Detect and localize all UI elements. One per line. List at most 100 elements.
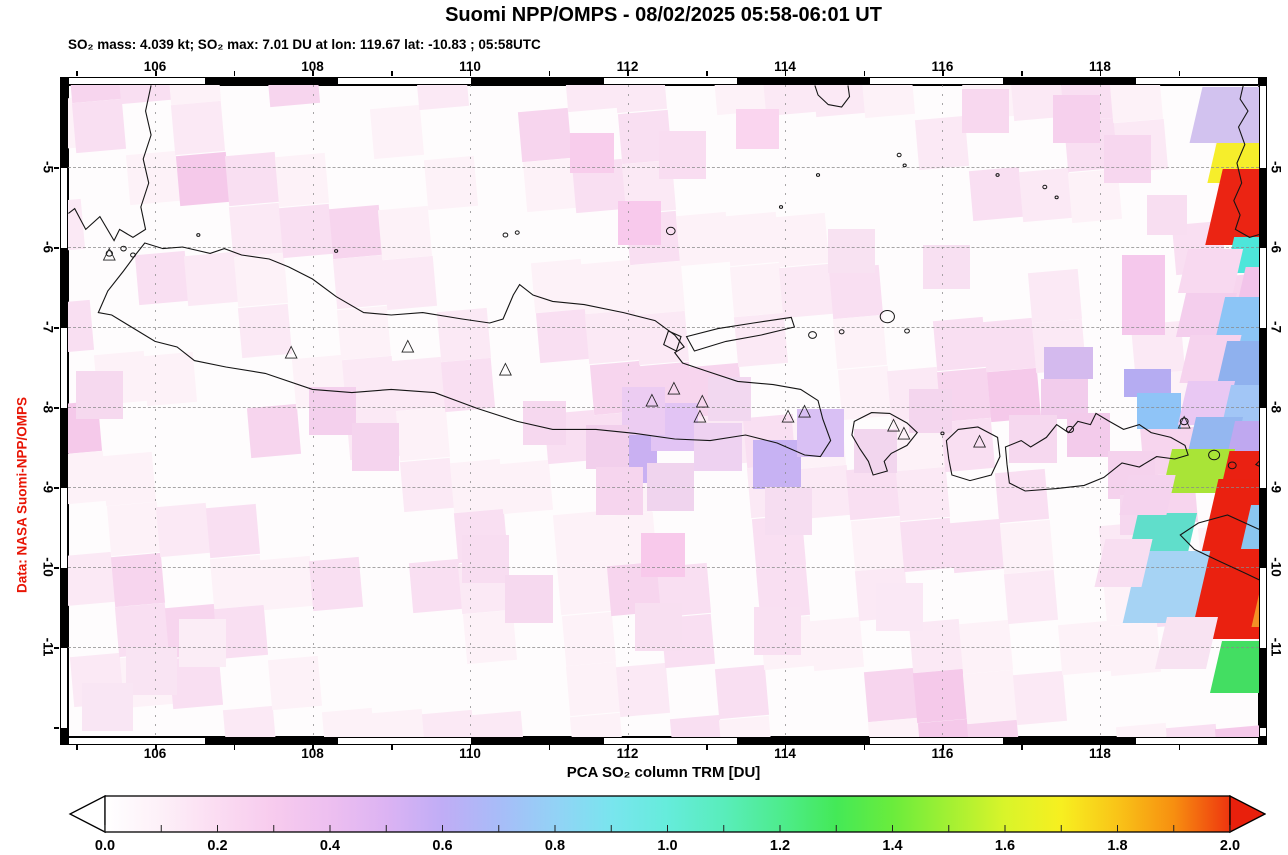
island <box>1180 418 1188 425</box>
so2-cell <box>1137 393 1181 429</box>
axis-tick <box>54 727 59 729</box>
volcano-marker: △ <box>498 358 512 379</box>
axis-tick <box>155 71 157 76</box>
volcano-marker: △ <box>695 390 709 411</box>
colorbar-left-arrow <box>68 795 106 834</box>
gridline-lon <box>785 85 786 737</box>
so2-cell <box>828 229 876 273</box>
colorbar <box>68 795 1266 834</box>
axis-tick <box>1178 745 1181 750</box>
axis-tick <box>54 247 59 249</box>
so2-cell <box>659 131 707 179</box>
gridline-lat <box>68 487 1259 488</box>
axis-tick <box>706 71 708 76</box>
colorbar-tick-label: 1.4 <box>882 838 903 854</box>
so2-cell <box>962 89 1010 133</box>
axis-tick <box>312 71 314 76</box>
axis-tick <box>863 71 866 76</box>
axis-tick <box>391 745 393 750</box>
axis-tick <box>1021 71 1023 76</box>
so2-cell <box>641 533 685 577</box>
lon-tick-label-bottom: 106 <box>143 746 167 761</box>
colorbar-tick-label: 0.2 <box>207 838 228 854</box>
so2-cell <box>735 108 779 149</box>
coastline-pulau_laut <box>815 85 850 107</box>
so2-cell <box>1040 379 1089 419</box>
so2-cell <box>909 389 953 433</box>
lat-tick-label-right: -6 <box>1268 240 1284 254</box>
axis-tick <box>54 647 59 649</box>
colorbar-tick-label: 2.0 <box>1219 838 1241 854</box>
so2-cell <box>765 487 813 535</box>
volcano-marker: △ <box>781 406 795 427</box>
frame-corner <box>1259 737 1267 745</box>
colorbar-tick-label: 1.0 <box>657 838 678 854</box>
gridline-lat <box>68 327 1259 328</box>
gridline-lon <box>627 85 629 737</box>
so2-cell <box>617 201 661 245</box>
volcano-marker: △ <box>667 377 681 398</box>
lon-tick-label-top: 106 <box>143 59 167 74</box>
axis-tick <box>54 407 59 409</box>
island <box>515 231 519 234</box>
island <box>779 206 782 209</box>
island <box>1209 450 1220 460</box>
coastline-layer <box>68 85 1259 737</box>
lon-tick-label-top: 114 <box>774 59 796 74</box>
so2-cell <box>1121 255 1165 335</box>
volcano-marker: △ <box>401 335 415 356</box>
coastline-sulawesi <box>1234 85 1259 237</box>
axis-tick <box>627 745 629 750</box>
island <box>996 174 999 177</box>
island <box>121 246 127 251</box>
island <box>816 174 819 177</box>
axis-tick <box>627 71 629 76</box>
map-border-left <box>60 85 68 737</box>
coastline-flores_tip <box>1256 451 1259 471</box>
gridline-lat <box>68 247 1259 248</box>
so2-cell <box>505 575 553 623</box>
axis-tick <box>1021 745 1023 750</box>
lon-tick-label-top: 118 <box>1089 59 1111 74</box>
lon-tick-label-bottom: 110 <box>459 746 481 761</box>
so2-cell <box>523 401 567 445</box>
lat-tick-label-right: -11 <box>1268 637 1284 657</box>
axis-tick <box>391 71 393 76</box>
island <box>666 227 675 234</box>
gridline-lat <box>68 407 1259 408</box>
lat-tick-label-right: -5 <box>1268 160 1284 174</box>
axis-tick <box>1099 71 1102 76</box>
so2-cell <box>570 132 614 173</box>
axis-tick <box>54 167 59 169</box>
island <box>197 234 200 237</box>
gridline-lon <box>312 85 314 737</box>
axis-tick <box>706 745 708 750</box>
volcano-marker: △ <box>284 341 298 362</box>
gridline-lon <box>155 85 156 737</box>
lon-tick-label-top: 112 <box>616 59 639 74</box>
axis-tick <box>784 745 787 750</box>
so2-cell <box>1009 415 1057 463</box>
lat-tick-label-right: -8 <box>1268 400 1284 414</box>
lon-tick-label-bottom: 112 <box>616 746 639 761</box>
gridline-lon <box>470 85 471 737</box>
colorbar-tick-label: 1.8 <box>1107 838 1128 854</box>
lon-tick-label-bottom: 118 <box>1089 746 1111 761</box>
so2-cell <box>875 583 923 631</box>
so2-cell <box>1066 413 1110 457</box>
frame-corner <box>60 737 68 745</box>
lon-tick-label-top: 116 <box>931 59 954 74</box>
so2-cell <box>1052 95 1100 143</box>
island <box>1043 185 1047 188</box>
lon-tick-label-top: 108 <box>301 59 324 74</box>
map-canvas: △ △ △ △ △ △ △ △ △ △ △ △ △ △ <box>68 85 1259 737</box>
page-title: Suomi NPP/OMPS - 08/02/2025 05:58-06:01 … <box>445 4 882 26</box>
island <box>941 432 944 435</box>
island <box>897 153 901 156</box>
island <box>809 332 817 339</box>
coastline-sumbawa <box>1005 413 1188 491</box>
coastline-surabaya_box <box>664 331 681 351</box>
so2-cell <box>1123 369 1171 397</box>
axis-tick <box>942 745 944 750</box>
so2-cell <box>76 371 124 419</box>
